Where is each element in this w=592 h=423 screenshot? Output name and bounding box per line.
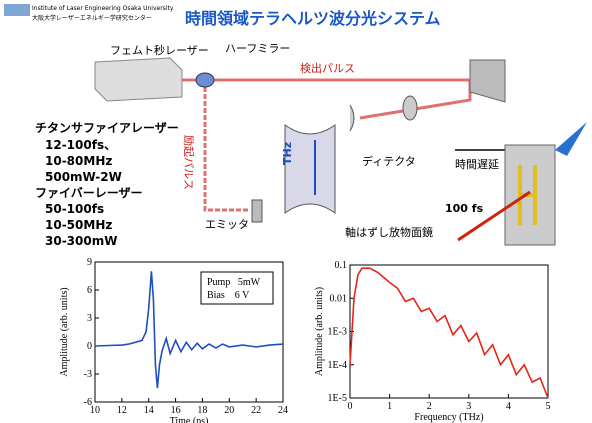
- annotation: Bias 6 V: [207, 290, 250, 301]
- pump-beam: [205, 80, 250, 210]
- slide: Institute of Laser Engineering Osaka Uni…: [0, 0, 592, 423]
- delay-label: 時間遅延: [455, 158, 499, 171]
- spec-item: 50-100fs: [45, 202, 104, 216]
- x-tick-label: 14: [144, 405, 154, 416]
- lens: [350, 105, 354, 131]
- x-tick-label: 3: [466, 401, 471, 412]
- spec-item: 10-50MHz: [45, 218, 112, 232]
- emitter-label: エミッタ: [205, 218, 249, 231]
- half-mirror: [196, 73, 214, 87]
- y-tick-label: 1E-3: [328, 327, 347, 338]
- y-tick-label: 1E-5: [328, 393, 347, 404]
- laser-label: フェムト秒レーザー: [110, 43, 209, 57]
- parabolic-mirrors: [285, 125, 335, 213]
- spec-heading: ファイバーレーザー: [35, 186, 143, 200]
- spec-item: 12-100fs、: [45, 138, 116, 152]
- y-tick-label: 9: [87, 257, 92, 268]
- y-tick-label: 3: [87, 313, 92, 324]
- chart: 0 1 2 3 4 5 1E-5 1E-4 1E-3 0.01 0.1 Frequency (THz)…: [314, 260, 551, 423]
- institute: Institute of Laser Engineering Osaka Uni…: [32, 5, 174, 12]
- thz-emission: [555, 122, 587, 156]
- x-axis-label: Frequency (THz): [414, 412, 483, 423]
- pulse-width-label: 100 fs: [445, 202, 484, 215]
- x-tick-label: 18: [197, 405, 207, 416]
- spec-item: 500mW-2W: [45, 170, 122, 184]
- laser-box: [95, 58, 182, 101]
- half-mirror-label: ハーフミラー: [225, 42, 290, 55]
- plot-frame: [350, 265, 548, 398]
- x-tick-label: 5: [546, 401, 551, 412]
- spec-item: 30-300mW: [45, 234, 117, 248]
- y-axis-label: Amplitude (arb. units): [59, 287, 70, 376]
- probe-beam: [182, 80, 470, 118]
- y-tick-label: 0: [87, 341, 92, 352]
- x-tick-label: 22: [251, 405, 261, 416]
- x-tick-label: 0: [348, 401, 353, 412]
- title: 時間領域テラヘルツ波分光システム: [185, 9, 441, 28]
- annotation: Pump 5mW: [207, 277, 261, 288]
- institute-ja: 大阪大学レーザーエネルギー学研究センター: [32, 14, 152, 22]
- mirror-label: 軸はずし放物面鏡: [345, 225, 433, 239]
- emitter: [252, 200, 262, 222]
- x-tick-label: 16: [171, 405, 181, 416]
- x-axis-label: Time (ps): [170, 416, 209, 423]
- x-tick-label: 2: [427, 401, 432, 412]
- thz-label: THz: [281, 142, 294, 165]
- data-line: [350, 268, 548, 398]
- y-tick-label: -3: [84, 369, 92, 380]
- logo: [4, 4, 30, 16]
- probe-label: 検出パルス: [300, 61, 355, 75]
- detector-label: ディテクタ: [362, 154, 416, 168]
- x-tick-label: 24: [278, 405, 288, 416]
- y-tick-label: 6: [87, 285, 92, 296]
- x-tick-label: 12: [117, 405, 127, 416]
- diagram: [95, 58, 587, 245]
- y-tick-label: -6: [84, 397, 92, 408]
- y-axis-label: Amplitude (arb. units): [314, 287, 325, 376]
- delay-prism: [470, 60, 505, 102]
- x-tick-label: 1: [387, 401, 392, 412]
- x-tick-label: 4: [506, 401, 511, 412]
- spec-item: 10-80MHz: [45, 154, 112, 168]
- y-tick-label: 1E-4: [328, 360, 347, 371]
- x-tick-label: 20: [224, 405, 234, 416]
- y-tick-label: 0.1: [335, 260, 348, 271]
- spec-heading: チタンサファイアレーザー: [35, 121, 179, 135]
- y-tick-label: 0.01: [330, 293, 348, 304]
- detector-mirror: [403, 96, 417, 120]
- pump-label: 励起パルス: [182, 135, 195, 190]
